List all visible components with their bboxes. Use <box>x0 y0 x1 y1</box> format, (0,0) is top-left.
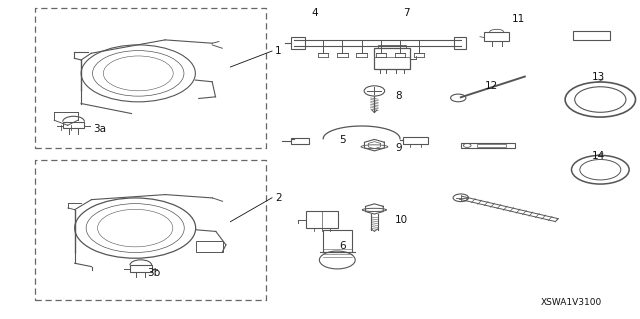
Text: XSWA1V3100: XSWA1V3100 <box>541 298 602 307</box>
Bar <box>454 37 466 49</box>
Text: 2: 2 <box>275 193 282 203</box>
Text: 1: 1 <box>275 46 282 56</box>
Text: 9: 9 <box>395 143 401 153</box>
Bar <box>63 122 84 129</box>
Text: 13: 13 <box>592 71 605 82</box>
Text: 3a: 3a <box>93 124 106 134</box>
Text: 14: 14 <box>592 151 605 161</box>
Bar <box>403 137 428 144</box>
Bar <box>461 143 515 148</box>
Text: 12: 12 <box>484 81 498 91</box>
Text: 4: 4 <box>312 8 318 18</box>
Text: 7: 7 <box>403 8 410 18</box>
Bar <box>378 45 406 48</box>
Text: 6: 6 <box>339 241 346 251</box>
Bar <box>196 241 223 251</box>
Text: 10: 10 <box>395 215 408 225</box>
Text: 11: 11 <box>512 14 525 24</box>
Bar <box>323 230 352 252</box>
Bar <box>484 32 509 41</box>
Bar <box>306 211 338 228</box>
Text: 3b: 3b <box>147 268 161 278</box>
Bar <box>374 48 410 69</box>
Text: 5: 5 <box>339 135 346 145</box>
Bar <box>130 265 152 272</box>
Bar <box>291 37 305 49</box>
Bar <box>477 144 506 147</box>
Bar <box>291 138 309 144</box>
Text: 8: 8 <box>395 91 401 101</box>
